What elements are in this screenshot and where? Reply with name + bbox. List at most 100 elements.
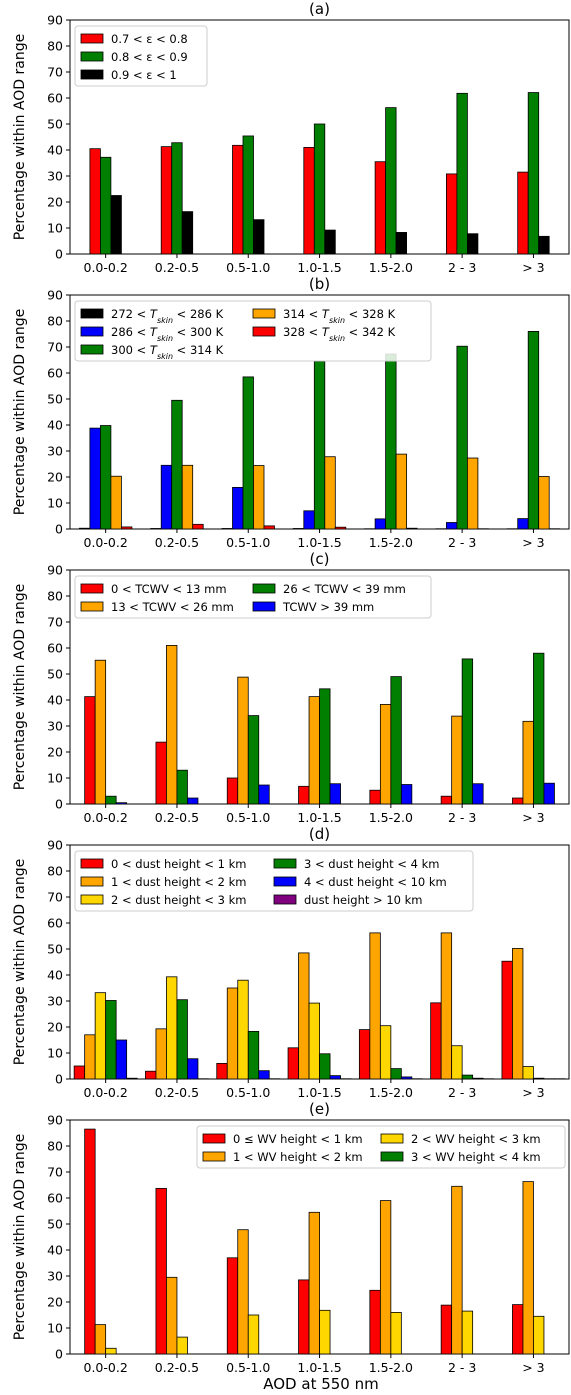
y-tick-label: 70 (47, 340, 63, 355)
bar (527, 330, 540, 530)
x-tick-label: 1.0-1.5 (297, 810, 341, 825)
x-tick-label: 1.5-2.0 (369, 1360, 413, 1375)
y-tick-label: 50 (47, 117, 63, 132)
legend-label: 4 < dust height < 10 km (304, 875, 447, 889)
bar (176, 999, 188, 1080)
legend-swatch (273, 894, 297, 905)
legend-label: 1 < dust height < 2 km (111, 875, 246, 889)
legend-swatch (80, 308, 104, 319)
y-tick-label: 40 (47, 143, 63, 158)
bar (538, 476, 550, 530)
legend-swatch (252, 583, 276, 594)
bar (176, 769, 188, 805)
x-tick-label: 1.0-1.5 (297, 1360, 341, 1375)
bar (247, 1314, 260, 1355)
x-tick-label: 1.5-2.0 (369, 535, 413, 550)
bar (527, 92, 540, 255)
y-tick-label: 20 (47, 195, 63, 210)
bar (253, 465, 265, 530)
panel-title: (d) (309, 825, 330, 843)
bar (253, 219, 265, 255)
y-axis-label: Percentage within AOD range (12, 34, 28, 240)
y-tick-label: 90 (47, 288, 63, 303)
bar (247, 715, 260, 805)
legend-swatch (380, 1133, 404, 1144)
panel-title: (a) (309, 0, 330, 18)
legend-swatch (80, 876, 104, 887)
bar (115, 802, 128, 805)
panel-a: (a) 0 10 20 30 40 50 60 70 80 90 Percentage within … (12, 0, 570, 275)
bar (155, 1028, 167, 1080)
bar (94, 992, 107, 1080)
bar (237, 979, 249, 1080)
legend: 0.7 < ε < 0.8 0.8 < ε < 0.9 0.9 < ε < 1 (74, 25, 208, 87)
bar (445, 522, 458, 530)
bar (374, 518, 387, 530)
bar (472, 783, 484, 805)
y-tick-label: 10 (47, 496, 63, 511)
y-tick-label: 30 (47, 169, 63, 184)
x-tick-label: 0.2-0.5 (155, 260, 199, 275)
bar (73, 1065, 86, 1080)
legend-label: 26 < TCWV < 39 mm (283, 582, 406, 596)
bar (334, 526, 347, 530)
bar (110, 475, 122, 530)
bar (390, 1068, 402, 1080)
y-tick-label: 70 (47, 65, 63, 80)
bar (258, 784, 270, 805)
x-tick-label: 0.0-0.2 (84, 535, 128, 550)
y-tick-label: 90 (47, 1113, 63, 1128)
bar (445, 173, 458, 255)
bar (390, 1312, 402, 1355)
y-tick-label: 0 (55, 1072, 63, 1087)
panel-b: (b) 0 10 20 30 40 50 60 70 80 90 Percentage within … (12, 275, 570, 550)
bar (456, 92, 468, 255)
y-tick-label: 70 (47, 1165, 63, 1180)
y-tick-label: 80 (47, 1139, 63, 1154)
bar (160, 146, 173, 255)
bar (313, 360, 326, 530)
x-tick-label: 0.5-1.0 (226, 1360, 270, 1375)
y-tick-label: 50 (47, 392, 63, 407)
bar (181, 464, 194, 530)
y-tick-label: 20 (47, 1295, 63, 1310)
legend-label: 328 < Tskin < 342 K (283, 325, 396, 343)
bar (187, 797, 199, 805)
legend-swatch (202, 1151, 226, 1162)
bar (379, 704, 392, 805)
x-tick-label: 0.2-0.5 (155, 810, 199, 825)
bar (298, 785, 310, 805)
bar (187, 1058, 199, 1080)
bar (522, 1181, 534, 1355)
bar (512, 948, 524, 1080)
bar (400, 784, 413, 805)
bar (226, 987, 239, 1080)
bar (221, 528, 233, 530)
bar (308, 696, 320, 805)
bar (232, 144, 244, 255)
x-tick-label: 0.5-1.0 (226, 535, 270, 550)
legend-label: 2 < WV height < 3 km (411, 1132, 541, 1146)
bar (329, 1075, 341, 1080)
bar (466, 457, 479, 530)
x-tick-label: 0.2-0.5 (155, 1085, 199, 1100)
legend-swatch (80, 583, 104, 594)
x-tick-label: > 3 (522, 1085, 544, 1100)
bar (145, 1070, 157, 1080)
y-tick-label: 20 (47, 745, 63, 760)
x-tick-label: 0.5-1.0 (226, 810, 270, 825)
bar (287, 1047, 299, 1080)
bar (461, 658, 474, 805)
bar (358, 1029, 371, 1080)
bar (171, 399, 183, 530)
y-tick-label: 80 (47, 314, 63, 329)
x-tick-label: 2 - 3 (448, 535, 476, 550)
y-tick-label: 40 (47, 1243, 63, 1258)
x-tick-label: 2 - 3 (448, 1085, 476, 1100)
bar (242, 135, 254, 255)
y-tick-label: 0 (55, 1347, 63, 1362)
bar (324, 456, 336, 530)
y-axis-label: Percentage within AOD range (12, 584, 28, 790)
bar (533, 1077, 545, 1080)
legend-label: 0.9 < ε < 1 (111, 68, 177, 82)
